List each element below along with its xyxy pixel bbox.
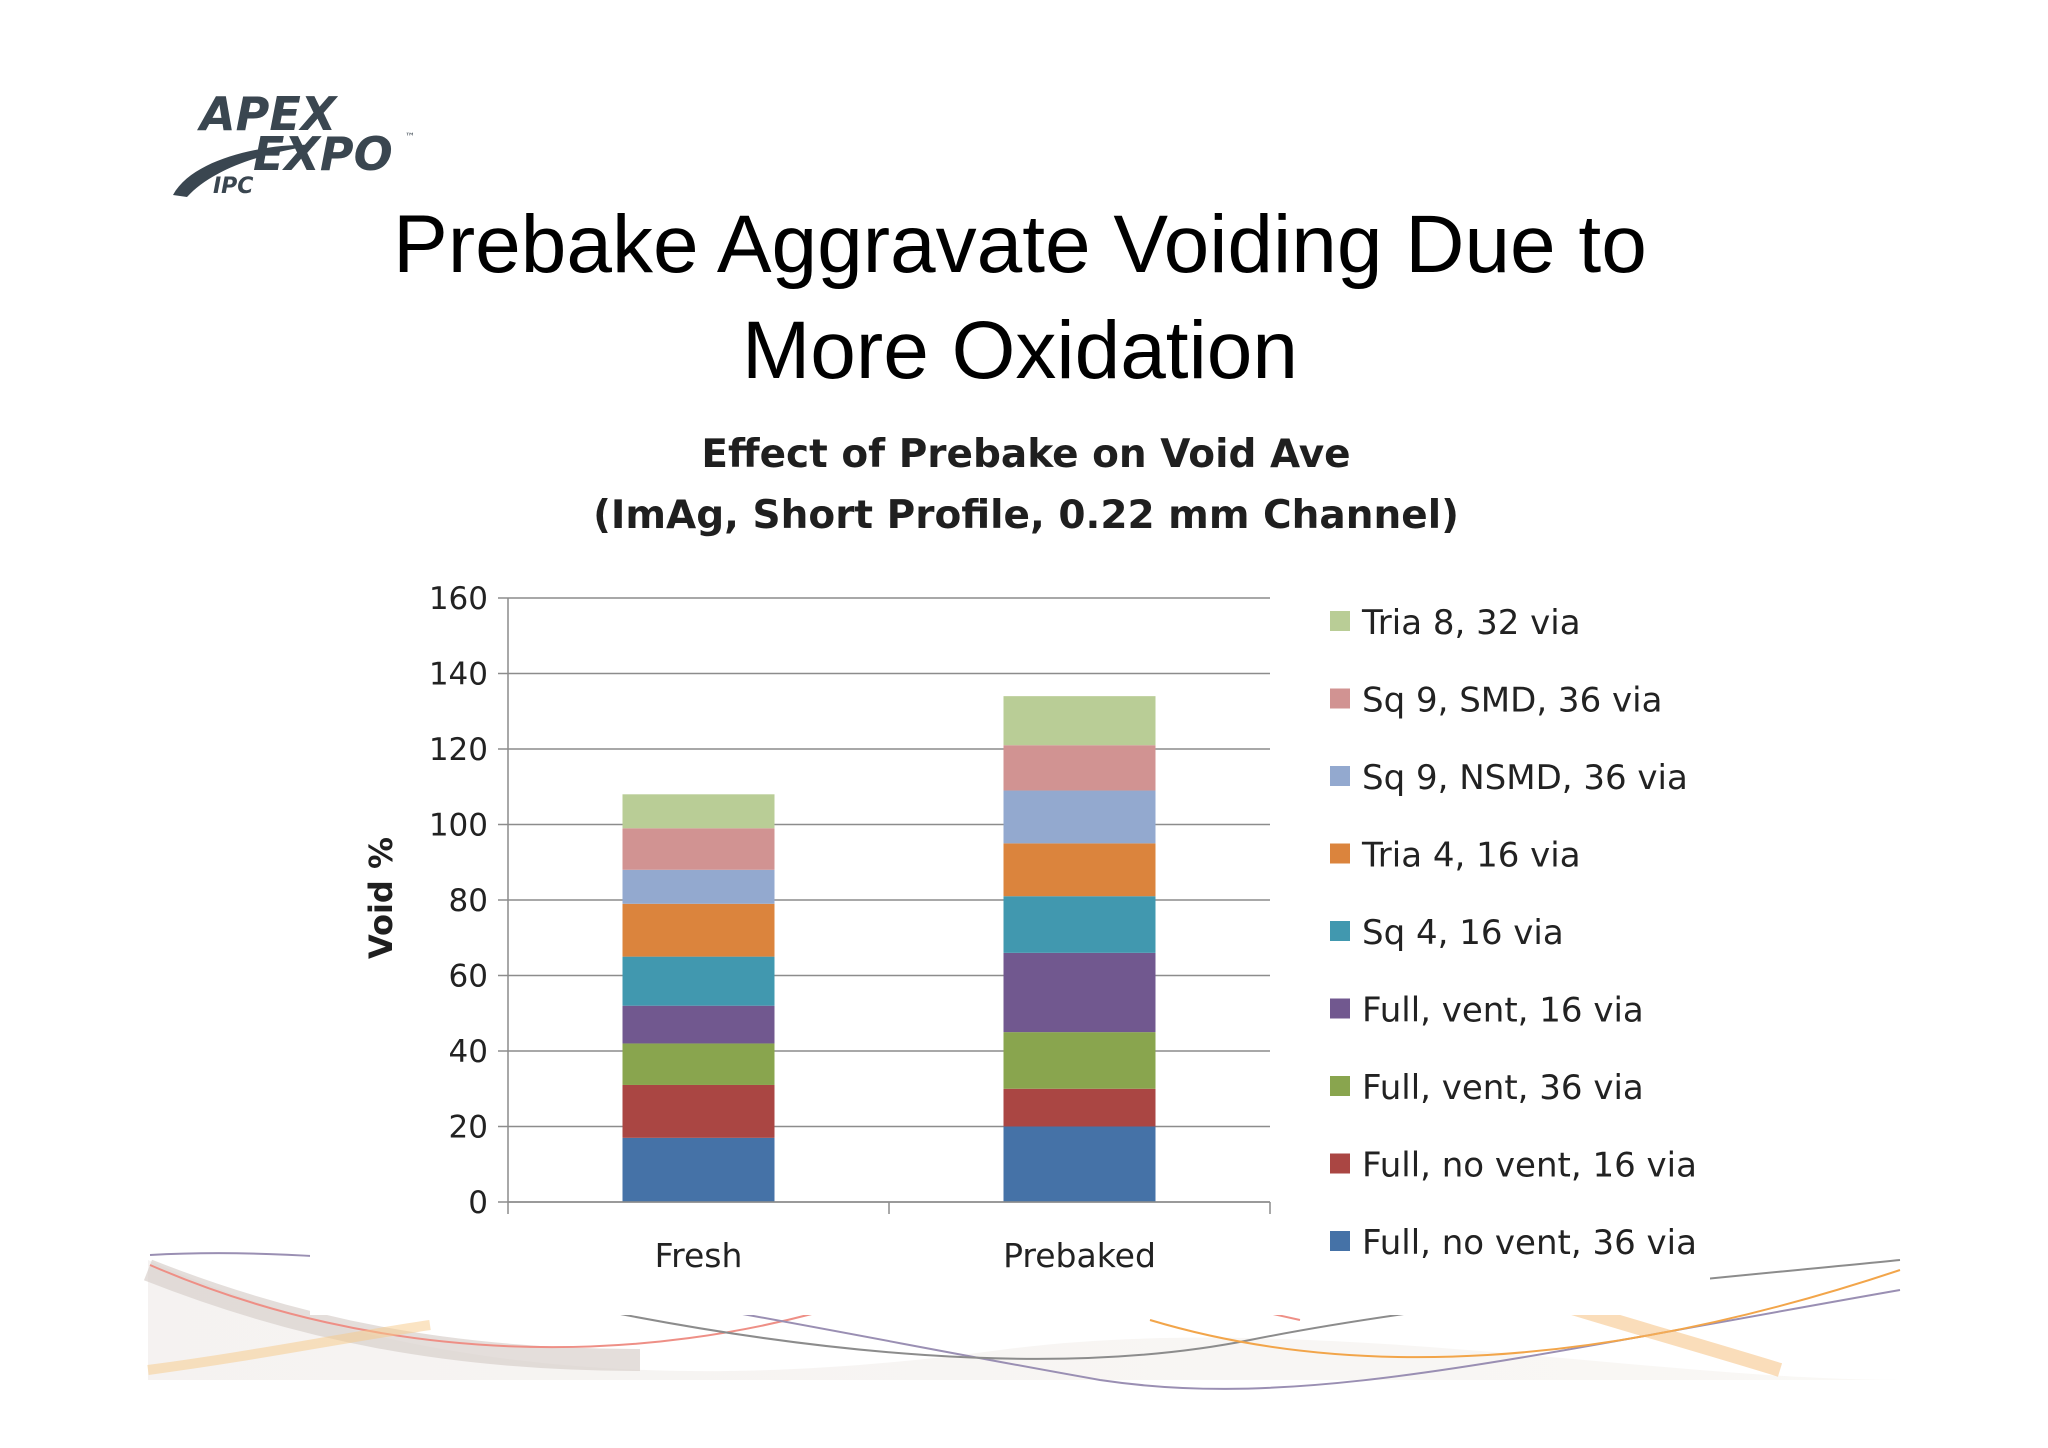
- legend-label: Sq 9, SMD, 36 via: [1362, 681, 1662, 721]
- bar-segment: [1003, 745, 1156, 791]
- legend-label: Sq 4, 16 via: [1362, 913, 1564, 953]
- legend-swatch: [1330, 611, 1350, 631]
- bar-segment: [622, 1137, 775, 1202]
- bar-segment: [622, 794, 775, 829]
- y-tick-label: 120: [429, 732, 488, 768]
- bar-segment: [1003, 843, 1156, 897]
- bar-segment: [1003, 952, 1156, 1033]
- y-tick-label: 100: [429, 808, 488, 844]
- x-axis: [507, 598, 1271, 1214]
- gridlines: [508, 597, 1270, 1203]
- legend-swatch: [1330, 1231, 1350, 1251]
- legend-swatch: [1330, 1076, 1350, 1096]
- y-tick-label: 160: [429, 581, 488, 617]
- bars: [622, 696, 1156, 1202]
- legend-swatch: [1330, 1153, 1350, 1174]
- bar-segment: [1003, 1032, 1156, 1089]
- logo-trademark: ™: [405, 132, 415, 143]
- bar-segment: [1003, 790, 1156, 844]
- bar-segment: [622, 1084, 775, 1138]
- bar-segment: [622, 869, 775, 904]
- x-category-label: Fresh: [655, 1236, 743, 1275]
- bar-segment: [1003, 896, 1156, 953]
- legend-label: Full, no vent, 16 via: [1362, 1146, 1697, 1186]
- legend-swatch: [1330, 843, 1350, 864]
- logo-apex-text: APEX: [197, 87, 339, 141]
- y-tick-label: 60: [449, 959, 488, 995]
- legend-label: Tria 8, 32 via: [1361, 603, 1581, 643]
- chart-title-line-2: (ImAg, Short Profile, 0.22 mm Channel): [593, 493, 1459, 538]
- legend: Tria 8, 32 via Sq 9, SMD, 36 via Sq 9, NSM…: [1330, 603, 1697, 1263]
- y-tick-label: 0: [468, 1185, 488, 1221]
- y-axis-label: Void %: [362, 837, 400, 959]
- legend-label: Sq 9, NSMD, 36 via: [1362, 758, 1688, 798]
- bar-segment: [1003, 1126, 1156, 1202]
- bar-segment: [622, 956, 775, 1006]
- y-tick-label: 20: [449, 1110, 488, 1146]
- legend-swatch: [1330, 766, 1350, 786]
- chart-panel: Effect of Prebake on Void Ave (ImAg, Sho…: [310, 400, 1710, 1315]
- slide-title-line-2: More Oxidation: [741, 305, 1299, 396]
- y-tick-label: 40: [449, 1034, 488, 1070]
- logo-expo-text: EXPO: [253, 127, 393, 181]
- legend-label: Full, no vent, 36 via: [1362, 1223, 1697, 1263]
- slide-title-line-1: Prebake Aggravate Voiding Due to: [393, 199, 1647, 290]
- x-category-label: Prebaked: [1003, 1236, 1156, 1275]
- bar-segment: [1003, 1088, 1156, 1127]
- y-tick-label: 140: [429, 657, 488, 693]
- bar-segment: [622, 1043, 775, 1085]
- logo-ipc-text: IPC: [213, 174, 253, 199]
- slide-title: Prebake Aggravate Voiding Due to More Ox…: [240, 192, 1800, 404]
- legend-swatch: [1330, 921, 1350, 941]
- legend-label: Tria 4, 16 via: [1361, 836, 1581, 876]
- legend-swatch: [1330, 998, 1350, 1019]
- apex-expo-logo: APEX EXPO ™ IPC: [173, 87, 415, 199]
- bar-segment: [622, 903, 775, 957]
- y-tick-label: 80: [449, 883, 488, 919]
- legend-swatch: [1330, 688, 1350, 709]
- legend-label: Full, vent, 36 via: [1362, 1068, 1644, 1108]
- stacked-bar-chart: Effect of Prebake on Void Ave (ImAg, Sho…: [362, 432, 1697, 1275]
- bar-segment: [622, 1005, 775, 1044]
- y-axis-ticks: 0 20 40 60 80 100 120 140 160: [429, 581, 508, 1221]
- legend-label: Full, vent, 16 via: [1362, 991, 1644, 1031]
- bar-segment: [1003, 696, 1156, 746]
- bar-segment: [622, 828, 775, 870]
- x-axis-category-labels: Fresh Prebaked: [655, 1236, 1156, 1275]
- chart-title-line-1: Effect of Prebake on Void Ave: [701, 432, 1350, 477]
